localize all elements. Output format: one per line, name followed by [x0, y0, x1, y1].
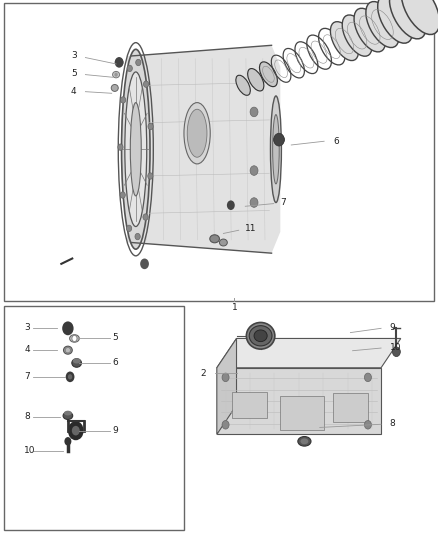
Polygon shape [127, 45, 280, 253]
Ellipse shape [64, 410, 72, 416]
Ellipse shape [246, 322, 275, 349]
Ellipse shape [63, 412, 73, 419]
Bar [4, 306, 184, 530]
Bar [280, 395, 324, 431]
Circle shape [274, 133, 284, 146]
Bar [333, 393, 368, 422]
Ellipse shape [378, 0, 413, 43]
Circle shape [120, 97, 126, 103]
Text: 7: 7 [280, 198, 286, 207]
Ellipse shape [121, 50, 150, 249]
Text: 3: 3 [24, 324, 30, 332]
Circle shape [250, 107, 258, 117]
Circle shape [68, 374, 72, 379]
Polygon shape [217, 368, 381, 434]
Ellipse shape [389, 0, 426, 39]
Polygon shape [217, 338, 237, 434]
Ellipse shape [210, 235, 219, 243]
Ellipse shape [272, 115, 279, 184]
Ellipse shape [111, 84, 118, 92]
Circle shape [66, 372, 74, 382]
Circle shape [222, 421, 229, 429]
Ellipse shape [354, 8, 385, 52]
Ellipse shape [113, 71, 120, 78]
Ellipse shape [298, 437, 311, 446]
Ellipse shape [366, 2, 399, 47]
Ellipse shape [72, 359, 81, 367]
Text: 5: 5 [113, 334, 118, 342]
Ellipse shape [270, 96, 281, 203]
Circle shape [250, 198, 258, 207]
Ellipse shape [63, 328, 73, 333]
Circle shape [68, 421, 84, 440]
Circle shape [392, 347, 400, 357]
Circle shape [62, 321, 74, 335]
Circle shape [127, 65, 132, 71]
Text: 10: 10 [390, 343, 401, 352]
Circle shape [250, 75, 258, 85]
Ellipse shape [342, 15, 372, 56]
Circle shape [64, 437, 71, 446]
Ellipse shape [330, 22, 358, 61]
Text: 6: 6 [113, 358, 118, 367]
Ellipse shape [247, 69, 264, 91]
Text: 8: 8 [24, 413, 30, 421]
Circle shape [118, 144, 123, 150]
Circle shape [120, 192, 125, 198]
Circle shape [364, 373, 371, 382]
Circle shape [136, 59, 141, 66]
Text: 11: 11 [245, 224, 257, 232]
Ellipse shape [187, 109, 207, 157]
Text: 3: 3 [71, 52, 77, 60]
Circle shape [227, 200, 235, 210]
Text: 5: 5 [71, 69, 77, 78]
Circle shape [144, 81, 149, 87]
Text: 9: 9 [113, 426, 118, 434]
Circle shape [148, 123, 153, 130]
Ellipse shape [259, 62, 277, 87]
Circle shape [148, 173, 153, 179]
Ellipse shape [401, 0, 438, 35]
Ellipse shape [300, 438, 308, 445]
Ellipse shape [70, 335, 79, 342]
Ellipse shape [249, 326, 272, 346]
Circle shape [115, 57, 124, 68]
Text: 6: 6 [333, 137, 339, 146]
Text: 4: 4 [71, 87, 77, 95]
Ellipse shape [219, 239, 227, 246]
Text: 2: 2 [200, 369, 206, 377]
Ellipse shape [254, 330, 267, 342]
Circle shape [222, 373, 229, 382]
Text: 4: 4 [24, 345, 30, 354]
Ellipse shape [184, 102, 210, 164]
Circle shape [140, 259, 149, 269]
Polygon shape [217, 338, 401, 368]
Ellipse shape [236, 75, 251, 95]
Circle shape [143, 214, 148, 220]
Ellipse shape [125, 72, 147, 227]
Text: 7: 7 [24, 372, 30, 381]
Text: 8: 8 [390, 419, 396, 428]
Ellipse shape [131, 102, 141, 196]
Bar [4, 3, 434, 301]
Bar [232, 392, 267, 418]
Text: 9: 9 [390, 324, 396, 332]
Ellipse shape [65, 348, 71, 353]
Circle shape [250, 166, 258, 175]
Ellipse shape [73, 358, 81, 364]
Ellipse shape [64, 346, 72, 354]
Circle shape [364, 421, 371, 429]
Circle shape [114, 72, 118, 77]
Circle shape [72, 335, 77, 342]
Circle shape [127, 225, 132, 231]
Text: 10: 10 [24, 446, 35, 455]
Circle shape [135, 233, 140, 240]
Circle shape [72, 426, 80, 435]
Text: 1: 1 [231, 303, 237, 312]
